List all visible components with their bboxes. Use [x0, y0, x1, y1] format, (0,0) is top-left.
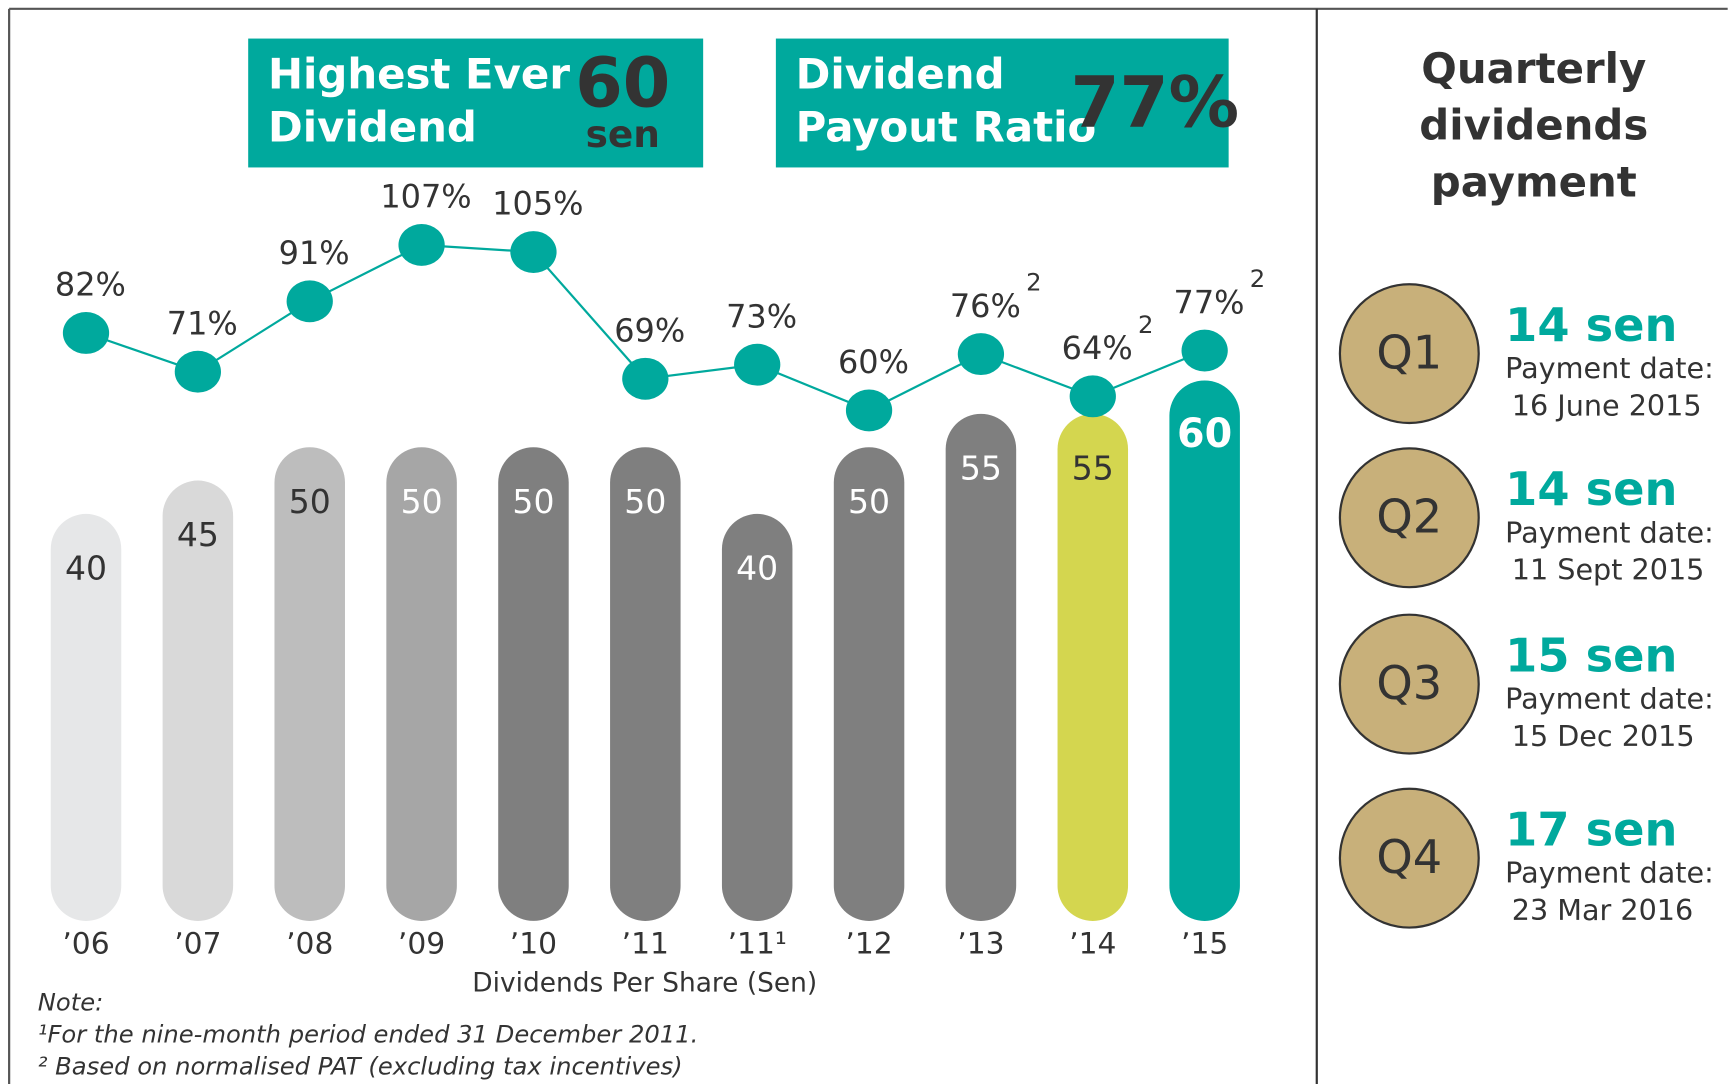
bar-value-label: 55: [960, 449, 1002, 488]
quarter-date-label: Payment date:: [1505, 856, 1714, 890]
highlight-text: Highest Ever: [268, 50, 570, 99]
ratio-label-note: 2: [1250, 265, 1265, 293]
quarter-amount: 17 sen: [1505, 802, 1677, 856]
quarter-badge: [1338, 447, 1480, 589]
x-tick-label: ’09: [398, 927, 445, 962]
bar: [162, 480, 234, 921]
highlight-text: Dividend: [796, 50, 1005, 99]
side-title: dividends: [1419, 100, 1648, 149]
highlight-box: [248, 38, 704, 168]
ratio-marker: [62, 312, 110, 354]
note: ² Based on normalised PAT (excluding tax…: [38, 1052, 683, 1080]
side-title: payment: [1431, 158, 1637, 207]
ratio-label: 73%: [726, 297, 797, 335]
note: Note:: [38, 989, 104, 1017]
quarter-badge: [1338, 787, 1480, 929]
ratio-marker: [1069, 375, 1116, 418]
bar: [498, 447, 569, 921]
bar: [1169, 380, 1240, 921]
bar: [945, 413, 1017, 921]
quarter-date-label: Payment date:: [1505, 515, 1714, 549]
ratio-label-note: 2: [1026, 269, 1041, 297]
quarter-amount: 14 sen: [1505, 462, 1677, 516]
bar-value-label: 40: [65, 549, 107, 588]
ratio-marker: [510, 231, 557, 273]
highlight-value: 77%: [1070, 61, 1239, 143]
bar-value-label: 55: [1072, 449, 1114, 488]
quarter-label: Q2: [1376, 489, 1442, 543]
quarter-date: 15 Dec 2015: [1512, 719, 1695, 753]
highlight-box: [775, 38, 1229, 168]
quarter-date-label: Payment date:: [1505, 351, 1714, 385]
x-tick-label: ’11: [622, 927, 669, 962]
bar: [721, 513, 793, 921]
bar-value-label: 50: [624, 482, 666, 521]
bar: [386, 447, 457, 921]
x-tick-label: ’06: [62, 927, 109, 962]
quarter-date: 23 Mar 2016: [1512, 893, 1693, 927]
x-tick-label: ’12: [845, 927, 892, 962]
quarter-date: 11 Sept 2015: [1512, 553, 1705, 587]
ratio-label: 69%: [614, 311, 685, 349]
quarter-label: Q4: [1376, 830, 1442, 884]
ratio-label: 71%: [167, 304, 238, 342]
x-tick-label: ’07: [174, 927, 221, 962]
x-axis-label: Dividends Per Share (Sen): [472, 967, 817, 998]
quarter-date-label: Payment date:: [1505, 682, 1714, 716]
bar: [274, 447, 345, 921]
bar-value-label: 50: [289, 482, 331, 521]
highlight-value: 60: [575, 45, 670, 124]
ratio-marker: [622, 357, 669, 400]
bar: [50, 513, 122, 921]
ratio-marker: [845, 389, 893, 432]
ratio-label: 91%: [279, 234, 350, 272]
ratio-label: 107%: [380, 178, 471, 216]
ratio-label: 76%: [950, 287, 1021, 325]
ratio-label: 60%: [838, 343, 909, 381]
bar: [833, 447, 905, 921]
ratio-marker: [957, 333, 1005, 376]
side-title: Quarterly: [1421, 44, 1646, 93]
bar-value-label: 40: [736, 549, 778, 588]
ratio-label: 82%: [55, 266, 126, 304]
ratio-label-note: 2: [1138, 311, 1153, 339]
bar-value-label: 45: [177, 515, 219, 554]
ratio-marker: [734, 343, 781, 386]
quarter-badge: [1338, 283, 1480, 425]
ratio-marker: [286, 280, 333, 323]
quarter-amount: 15 sen: [1505, 628, 1677, 682]
ratio-label: 64%: [1062, 329, 1133, 367]
bar-value-label: 60: [1177, 411, 1232, 457]
x-tick-label: ’08: [286, 927, 333, 962]
quarter-amount: 14 sen: [1505, 298, 1677, 352]
ratio-marker: [1181, 329, 1228, 372]
bar: [1057, 413, 1129, 921]
bar-value-label: 50: [512, 482, 554, 521]
bar: [610, 447, 681, 921]
x-tick-label: ’14: [1069, 927, 1116, 962]
x-tick-label: ’10: [510, 927, 557, 962]
ratio-label: 77%: [1174, 283, 1245, 321]
quarter-label: Q1: [1376, 325, 1442, 379]
ratio-label: 105%: [492, 185, 583, 223]
ratio-marker: [174, 350, 222, 393]
ratio-marker: [398, 224, 445, 266]
x-tick-label: ’15: [1181, 927, 1228, 962]
x-tick-label: ’11¹: [728, 927, 787, 962]
quarter-date: 16 June 2015: [1512, 389, 1702, 423]
x-tick-label: ’13: [957, 927, 1004, 962]
bar-value-label: 50: [401, 482, 443, 521]
note: ¹For the nine-month period ended 31 Dece…: [38, 1021, 699, 1049]
quarter-badge: [1338, 613, 1480, 755]
highlight-text: Payout Ratio: [796, 102, 1097, 151]
highlight-text: Dividend: [268, 102, 477, 151]
bar-value-label: 50: [848, 482, 890, 521]
quarter-label: Q3: [1376, 656, 1442, 710]
highlight-unit: sen: [586, 112, 660, 156]
